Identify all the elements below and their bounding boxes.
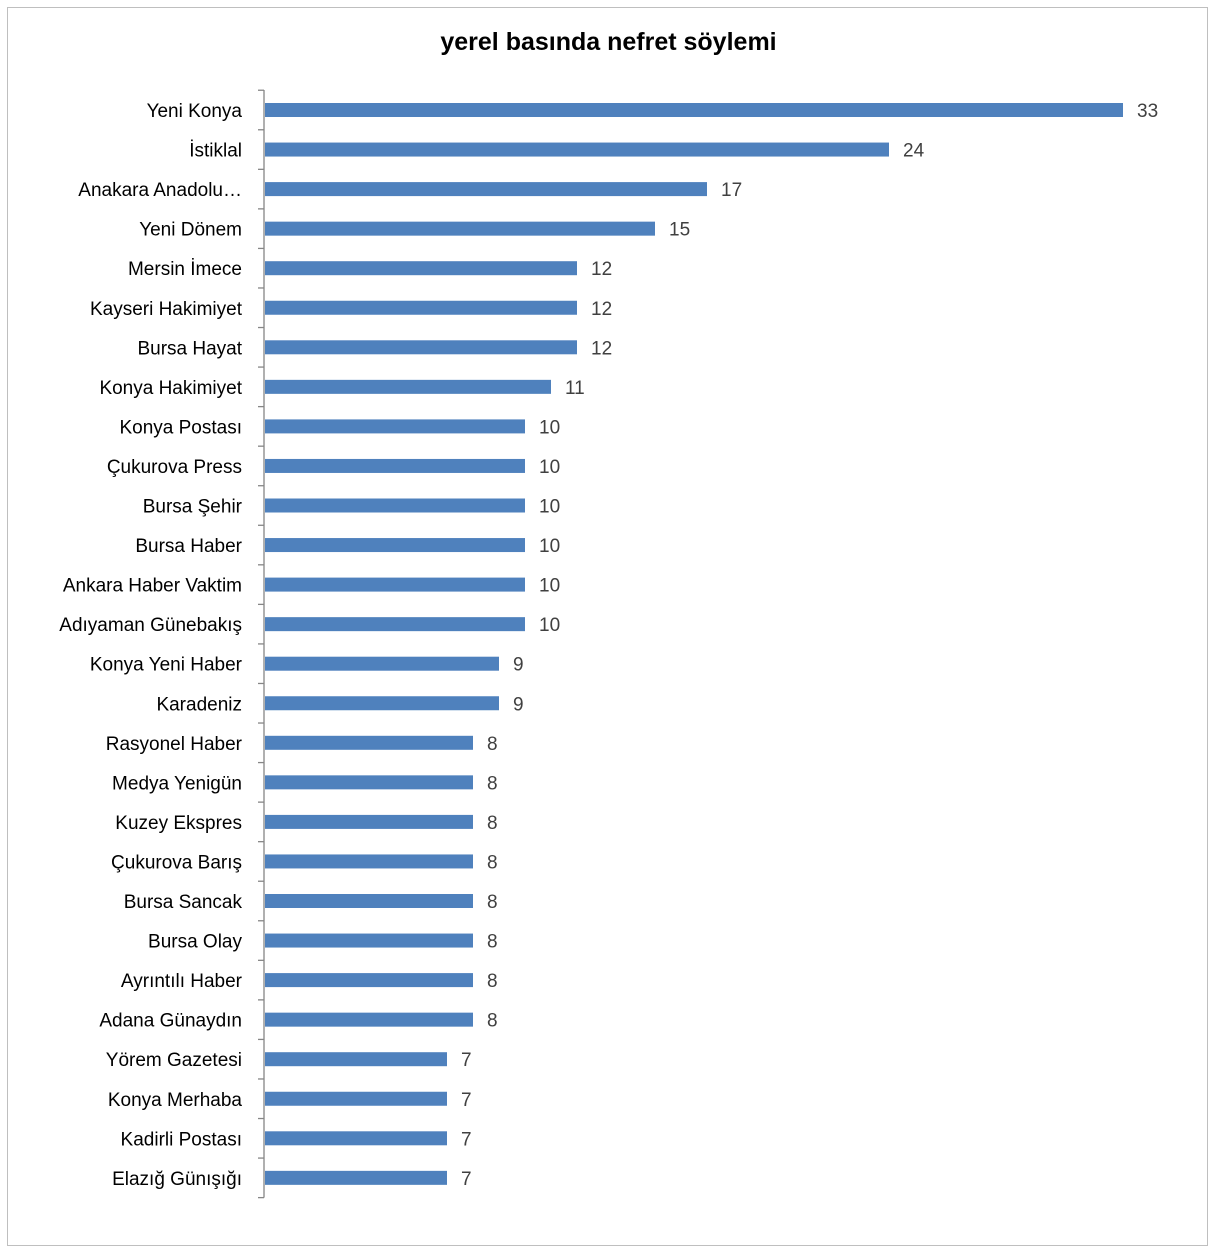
data-label: 7 (461, 1050, 472, 1071)
category-label: Kuzey Ekspres (115, 813, 242, 834)
category-label: Bursa Şehir (143, 497, 243, 518)
bar (265, 577, 525, 592)
category-label: Yeni Konya (147, 101, 243, 122)
bar (265, 814, 473, 829)
category-label: Mersin İmece (128, 259, 242, 280)
category-label: Adana Günaydın (99, 1011, 242, 1032)
bar (265, 1012, 473, 1027)
bar (265, 142, 889, 157)
data-label: 10 (539, 615, 560, 636)
bar (265, 1091, 447, 1106)
bar (265, 340, 577, 355)
data-label: 8 (487, 1011, 498, 1032)
bar (265, 894, 473, 908)
bar (265, 775, 473, 790)
data-label: 24 (903, 141, 925, 162)
bar (265, 261, 577, 276)
bar (265, 933, 473, 948)
bar (265, 182, 707, 197)
data-label: 7 (461, 1090, 472, 1111)
category-label: Konya Yeni Haber (90, 655, 243, 676)
category-label: Bursa Hayat (137, 338, 242, 359)
data-label: 12 (591, 299, 612, 320)
category-label: Adıyaman Günebakış (59, 615, 242, 636)
category-label: Anakara Anadolu… (78, 180, 242, 201)
category-label: Rasyonel Haber (106, 734, 243, 755)
category-label: Elazığ Günışığı (112, 1169, 242, 1190)
bar (265, 1052, 447, 1067)
category-label: Çukurova Press (107, 457, 242, 478)
bar (265, 221, 655, 236)
data-label: 8 (487, 852, 498, 873)
category-label: Kayseri Hakimiyet (90, 299, 243, 320)
data-label: 10 (539, 576, 560, 597)
bar (265, 696, 499, 711)
category-label: Karadeniz (156, 694, 242, 715)
category-label: Kadirli Postası (121, 1129, 242, 1150)
bar (265, 735, 473, 750)
data-label: 33 (1137, 101, 1158, 122)
data-label: 8 (487, 734, 498, 755)
data-label: 15 (669, 220, 690, 241)
chart-title: yerel basında nefret söylemi (440, 28, 777, 56)
bar (265, 300, 577, 315)
data-label: 8 (487, 813, 498, 834)
bar (265, 458, 525, 473)
data-label: 7 (461, 1129, 472, 1150)
data-label: 9 (513, 694, 524, 715)
category-label: Bursa Haber (135, 536, 242, 557)
category-label: Yörem Gazetesi (106, 1050, 242, 1071)
data-label: 9 (513, 655, 524, 676)
data-label: 12 (591, 338, 612, 359)
data-label: 8 (487, 773, 498, 794)
data-label: 10 (539, 457, 560, 478)
data-label: 10 (539, 536, 560, 557)
chart-frame (7, 7, 1208, 1246)
category-label: Yeni Dönem (139, 220, 242, 241)
bar (265, 854, 473, 869)
category-label: Bursa Sancak (124, 892, 243, 913)
data-label: 10 (539, 497, 560, 518)
data-label: 8 (487, 971, 498, 992)
bar (265, 103, 1123, 117)
category-label: Çukurova Barış (111, 852, 242, 873)
data-label: 8 (487, 932, 498, 953)
data-label: 12 (591, 259, 612, 280)
category-label: İstiklal (189, 141, 242, 162)
bar (265, 379, 551, 394)
data-label: 10 (539, 417, 560, 438)
data-label: 11 (565, 378, 585, 399)
bar (265, 538, 525, 553)
data-label: 8 (487, 892, 498, 913)
category-label: Bursa Olay (148, 932, 242, 953)
category-label: Ayrıntılı Haber (121, 971, 243, 992)
bar (265, 419, 525, 434)
data-label: 17 (721, 180, 742, 201)
category-label: Konya Merhaba (108, 1090, 243, 1111)
category-label: Konya Hakimiyet (99, 378, 242, 399)
bar (265, 1131, 447, 1146)
category-label: Konya Postası (119, 417, 242, 438)
bar (265, 1170, 447, 1185)
category-label: Medya Yenigün (112, 773, 242, 794)
data-label: 7 (461, 1169, 472, 1190)
bar (265, 656, 499, 671)
bar (265, 973, 473, 988)
category-label: Ankara Haber Vaktim (63, 576, 242, 597)
bar (265, 617, 525, 632)
bar (265, 498, 525, 513)
